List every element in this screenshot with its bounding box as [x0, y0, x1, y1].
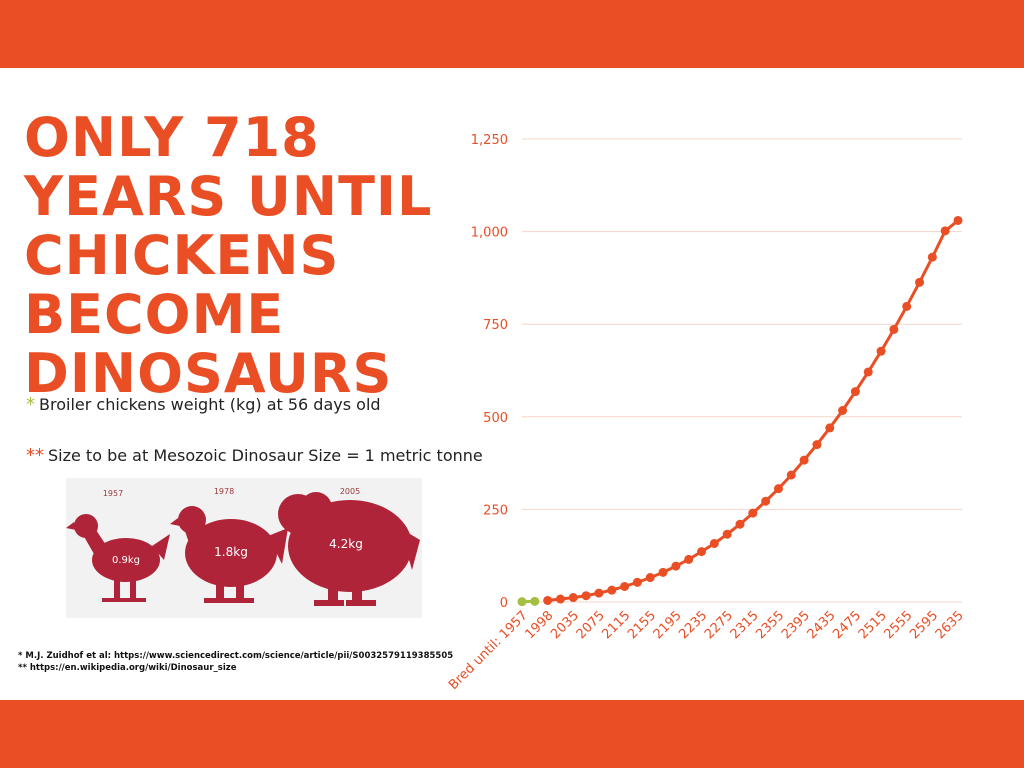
- data-point: [684, 554, 694, 564]
- x-tick-label: 2275: [702, 608, 736, 642]
- data-point: [709, 538, 719, 548]
- data-point: [555, 594, 565, 604]
- data-point: [838, 406, 848, 416]
- x-tick-label: 2435: [805, 608, 839, 642]
- chicken-illustration: 1957 1978 2005 0.9kg 1.8kg 4.2kg: [66, 478, 422, 618]
- data-point: [645, 573, 655, 583]
- y-tick-label: 1,000: [471, 226, 508, 241]
- note-dinosaur-size: ** Size to be at Mesozoic Dinosaur Size =…: [26, 445, 483, 466]
- y-tick-label: 500: [483, 411, 508, 426]
- x-tick-label: 2515: [856, 608, 890, 642]
- note-text: Broiler chickens weight (kg) at 56 days …: [39, 395, 381, 414]
- data-point: [735, 519, 745, 529]
- data-point: [607, 585, 617, 595]
- data-point: [658, 567, 668, 577]
- note-marker-orange: **: [26, 445, 44, 466]
- x-tick-label: 2315: [728, 608, 762, 642]
- data-point: [889, 324, 899, 334]
- data-point: [876, 346, 886, 356]
- x-tick-label: 2035: [548, 608, 582, 642]
- y-tick-label: 0: [500, 596, 508, 611]
- x-tick-label: 2155: [625, 608, 659, 642]
- chicken-medium-icon: [170, 506, 288, 603]
- data-point: [517, 597, 527, 607]
- chicken-weight-label: 4.2kg: [329, 537, 363, 551]
- data-point: [902, 301, 912, 311]
- chicken-large-icon: [278, 492, 420, 606]
- data-point: [915, 277, 925, 287]
- chicken-year-label: 1978: [214, 487, 234, 496]
- x-tick-label: 2235: [676, 608, 710, 642]
- data-point: [825, 423, 835, 433]
- data-point: [581, 591, 591, 601]
- x-tick-label: 2555: [882, 608, 916, 642]
- x-tick-label: 2595: [907, 608, 941, 642]
- data-point: [748, 508, 758, 518]
- source-line: * M.J. Zuidhof et al: https://www.scienc…: [18, 651, 454, 661]
- x-tick-label: 2075: [574, 608, 608, 642]
- data-point: [543, 595, 553, 605]
- data-point: [620, 581, 630, 591]
- data-point: [671, 561, 681, 571]
- x-tick-label: 2195: [651, 608, 685, 642]
- data-point: [953, 215, 963, 225]
- sources: * M.J. Zuidhof et al: https://www.scienc…: [18, 650, 453, 674]
- data-point: [722, 529, 732, 539]
- y-tick-label: 250: [483, 503, 508, 518]
- chicken-year-label: 2005: [340, 487, 360, 496]
- source-line: ** https://en.wikipedia.org/wiki/Dinosau…: [18, 663, 237, 673]
- data-point: [594, 588, 604, 598]
- data-point: [863, 367, 873, 377]
- weight-projection-chart: 0 250 500 750 1,000 1,250 Bred until: 19571998…: [446, 133, 967, 693]
- data-point: [568, 593, 578, 603]
- data-point: [697, 547, 707, 557]
- data-point: [799, 455, 809, 465]
- data-point: [940, 226, 950, 236]
- series-line: [547, 219, 959, 602]
- x-tick-label: 2475: [830, 608, 864, 642]
- data-point: [530, 596, 540, 606]
- x-tick-label: Bred until: 1957: [446, 608, 531, 693]
- data-point: [773, 484, 783, 494]
- data-point: [761, 496, 771, 506]
- x-tick-label: 2355: [753, 608, 787, 642]
- data-point: [927, 252, 937, 262]
- y-tick-label: 1,250: [471, 133, 508, 148]
- chicken-weight-label: 1.8kg: [214, 545, 248, 559]
- data-point: [850, 387, 860, 397]
- data-point: [812, 440, 822, 450]
- chicken-small-icon: [66, 514, 170, 602]
- top-banner: [0, 0, 1024, 68]
- data-point: [632, 577, 642, 587]
- x-tick-label: 2395: [779, 608, 813, 642]
- note-weight: * Broiler chickens weight (kg) at 56 days…: [26, 394, 381, 415]
- note-text: Size to be at Mesozoic Dinosaur Size = 1…: [48, 446, 483, 465]
- x-tick-label: 1998: [522, 608, 556, 642]
- x-tick-label: 2115: [599, 608, 633, 642]
- note-marker-green: *: [26, 394, 35, 415]
- chicken-weight-label: 0.9kg: [112, 555, 140, 566]
- data-point: [786, 470, 796, 480]
- bottom-banner: [0, 700, 1024, 768]
- page-title: ONLY 718 YEARS UNTIL CHICKENS BECOME DIN…: [24, 106, 433, 405]
- x-tick-label: 2635: [933, 608, 967, 642]
- y-tick-label: 750: [483, 318, 508, 333]
- chicken-year-label: 1957: [103, 489, 123, 498]
